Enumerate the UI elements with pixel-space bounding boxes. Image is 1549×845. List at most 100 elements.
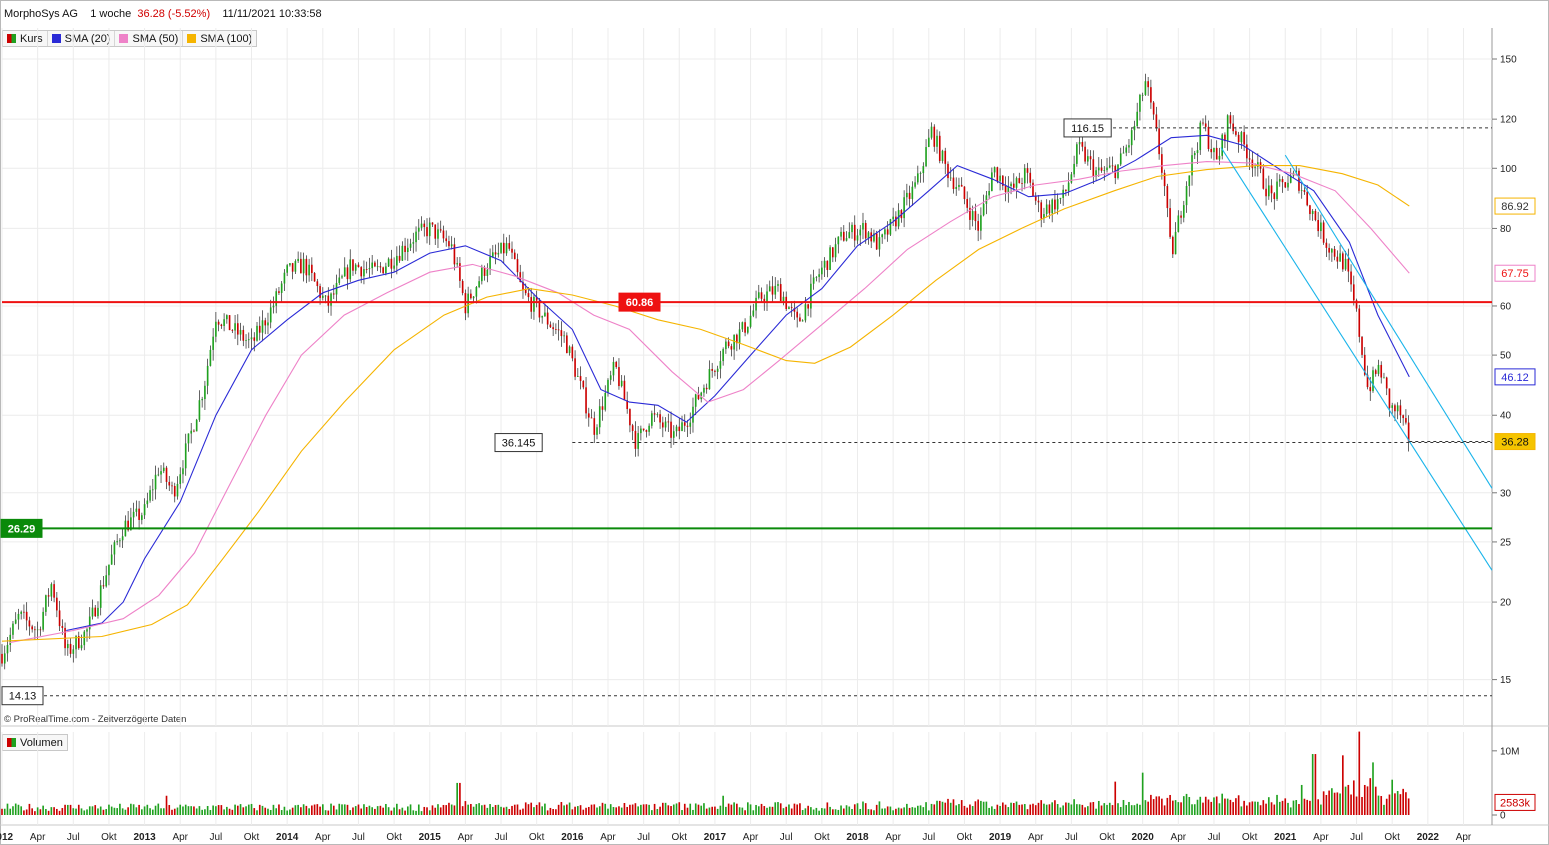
volume-bar [566,804,568,815]
volume-bar [1163,805,1166,815]
volume-bar [546,810,549,815]
legend-sma50[interactable]: SMA (50) [115,31,184,46]
candle-body [1361,336,1363,355]
volume-bar [245,806,247,815]
volume-bar [661,802,664,815]
volume-bar [834,809,837,815]
candle-body [456,263,458,265]
candle-body [1032,182,1034,197]
candle-body [552,327,554,330]
candle-body [341,276,343,278]
support-label-box [0,518,43,538]
volume-bar [497,804,500,815]
volume-bar [1317,799,1319,815]
candle-body [94,607,97,617]
volume-bar [1226,798,1229,815]
volume-bar [716,808,719,815]
volume-bar [760,803,763,815]
x-tick-label: Apr [1313,832,1329,843]
legend-kurs[interactable]: Kurs [3,31,48,46]
x-tick-label: Jul [495,832,508,843]
candle-body [1004,185,1007,192]
volume-bar [116,808,118,815]
candle-body [302,258,305,274]
volume-bar [289,809,291,815]
volume-bar [434,807,437,815]
volume-legend[interactable]: Volumen [2,734,68,751]
x-tick-label: Okt [101,832,117,843]
candle-body [6,644,9,654]
candle-body [878,237,881,250]
candle-body [1089,156,1092,160]
volume-bar [555,809,557,815]
candle-body [867,232,870,239]
candle-body [42,611,44,630]
legend-sma20[interactable]: SMA (20) [48,31,116,46]
volume-bar [165,795,168,815]
volume-bar [1369,778,1372,815]
interval-label[interactable]: 1 woche [90,8,132,20]
candle-body [886,229,889,235]
candle-body [53,584,55,598]
candle-body [757,292,760,298]
candle-body [149,490,151,501]
volume-bar [552,809,554,815]
candle-body [1048,204,1051,214]
volume-bar [481,805,483,815]
candle-body [56,597,58,611]
volume-bar [1298,804,1300,815]
candle-body [626,400,628,410]
volume-bar [1254,801,1256,815]
candle-body [1084,146,1086,162]
x-tick-label: Okt [671,832,687,843]
volume-bar [585,807,587,815]
x-tick-label: Okt [814,832,830,843]
volume-bar [346,804,349,815]
volume-bar [1193,804,1196,815]
volume-bar [1352,780,1355,815]
volume-bar [102,809,105,815]
candle-body [812,277,815,284]
volume-bar [105,809,108,815]
volume-bar [1224,798,1226,815]
candle-body [716,368,719,372]
candle-body [1067,182,1070,192]
candle-body [1174,231,1177,255]
candle-body [969,207,971,220]
volume-bar [530,802,533,815]
volume-bar [12,806,14,815]
volume-bar [730,804,733,815]
volume-bar [1141,772,1144,815]
candle-body [1185,185,1188,206]
volume-bar [182,806,184,815]
candle-body [39,629,42,631]
volume-bar [242,807,245,815]
axis-badge-label: 67.75 [1501,268,1529,280]
legend-sma100[interactable]: SMA (100) [183,31,256,46]
candle-body [34,629,36,631]
candle-body [1161,154,1163,173]
volume-bar [1366,786,1369,815]
volume-bar [423,806,426,815]
timestamp: 11/11/2021 10:33:58 [222,8,322,20]
candle-body [601,406,604,410]
volume-bar [398,809,401,815]
volume-bar [341,804,343,815]
candle-body [256,325,258,341]
y-tick-label: 100 [1500,164,1517,175]
volume-bar [272,804,275,815]
volume-bar [1407,798,1410,815]
volume-bar [648,804,650,815]
volume-bar [1128,801,1130,815]
volume-bar [1087,806,1089,815]
volume-tick-label: 0 [1500,811,1506,822]
volume-bar [601,802,604,815]
candle-body [598,406,601,428]
candle-body [1366,374,1369,388]
candle-body [631,425,634,431]
volume-bar [738,807,741,815]
x-tick-label: Jul [780,832,793,843]
volume-bar [280,810,283,815]
candle-body [1078,141,1081,145]
